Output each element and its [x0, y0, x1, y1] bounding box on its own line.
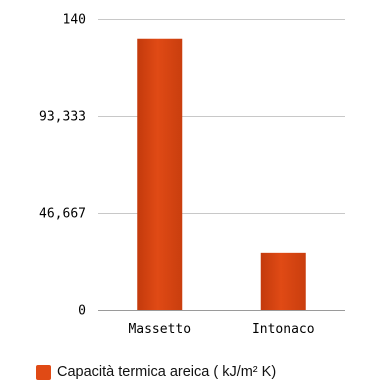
- bars: [137, 38, 306, 310]
- x-tick-label: Massetto: [128, 322, 191, 337]
- legend-label: Capacità termica areica ( kJ/m² K): [57, 364, 277, 380]
- x-tick-label: Intonaco: [252, 322, 315, 337]
- y-tick-label: 140: [63, 13, 86, 28]
- y-tick-label: 93,333: [39, 110, 86, 125]
- legend-swatch: [36, 364, 51, 380]
- bar-massetto: [137, 38, 183, 310]
- legend: Capacità termica areica ( kJ/m² K): [36, 363, 276, 381]
- x-axis-labels: Massetto Intonaco: [128, 322, 314, 337]
- gridlines: [98, 19, 345, 311]
- y-tick-label: 46,667: [39, 207, 86, 222]
- bar-intonaco: [260, 252, 306, 310]
- y-tick-label: 0: [78, 304, 86, 319]
- y-axis-ticks: 0 46,667 93,333 140: [39, 13, 86, 319]
